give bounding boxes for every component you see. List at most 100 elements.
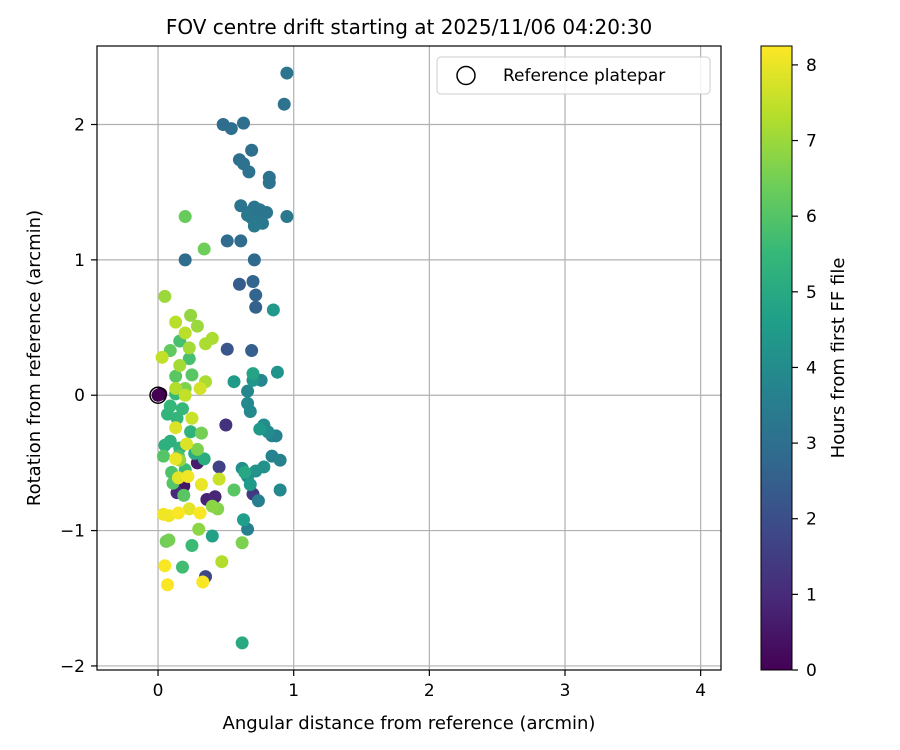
data-point: [171, 471, 185, 485]
colorbar-label: Hours from first FF file: [828, 258, 849, 459]
data-point: [155, 350, 169, 364]
data-point: [235, 636, 249, 650]
legend-marker-icon: [456, 65, 476, 86]
data-point: [170, 411, 184, 425]
plot-background: [97, 46, 721, 670]
data-point: [169, 369, 183, 383]
data-point: [185, 411, 199, 425]
x-axis-ticks: 0 1 2 3 4: [153, 670, 706, 701]
data-point: [273, 483, 287, 497]
data-point: [163, 399, 177, 413]
plot-area: [96, 45, 722, 671]
data-point: [243, 478, 257, 492]
data-point: [182, 352, 196, 366]
colorbar-gradient: [760, 45, 793, 671]
data-point: [169, 421, 183, 435]
y-tick-label: −2: [60, 657, 85, 677]
colorbar-tick-label: 4: [806, 358, 817, 378]
data-point: [212, 472, 226, 486]
data-point: [242, 165, 256, 179]
data-point: [185, 538, 199, 552]
data-point: [238, 465, 252, 479]
colorbar-tick-label: 6: [806, 207, 817, 227]
x-tick-label: 1: [288, 681, 299, 701]
data-point: [265, 449, 279, 463]
data-point: [178, 326, 192, 340]
data-point: [232, 277, 246, 291]
legend: Reference platepar: [436, 56, 711, 95]
data-point: [246, 367, 260, 381]
data-point: [181, 469, 195, 483]
x-axis-label: Angular distance from reference (arcmin): [223, 713, 596, 734]
data-point: [237, 513, 251, 527]
colorbar-tick-label: 3: [806, 434, 817, 454]
data-point: [277, 97, 291, 111]
data-point: [194, 478, 208, 492]
data-point: [197, 242, 211, 256]
data-point: [163, 434, 177, 448]
data-point: [227, 483, 241, 497]
x-tick-label: 3: [560, 681, 571, 701]
data-point: [169, 452, 183, 466]
x-tick-label: 2: [424, 681, 435, 701]
data-point: [192, 522, 206, 536]
data-point: [193, 381, 207, 395]
data-point: [158, 289, 172, 303]
colorbar-tick-label: 7: [806, 132, 817, 152]
colorbar-tick-label: 2: [806, 510, 817, 530]
data-point: [247, 253, 261, 267]
data-point: [246, 275, 260, 289]
data-point: [220, 342, 234, 356]
data-point: [190, 442, 204, 456]
data-point: [190, 319, 204, 333]
y-axis-label: Rotation from reference (arcmin): [24, 210, 45, 506]
data-point: [184, 308, 198, 322]
y-tick-label: 1: [74, 251, 85, 271]
data-point: [251, 494, 265, 508]
reference-point-fill: [151, 388, 165, 402]
legend-box: [436, 56, 711, 95]
colorbar-tick-label: 8: [806, 56, 817, 76]
data-point: [182, 341, 196, 355]
reference-point-marker: [149, 386, 167, 404]
data-point: [180, 437, 194, 451]
data-point: [234, 234, 248, 248]
chart-title: FOV centre drift starting at 2025/11/06 …: [166, 15, 652, 39]
y-tick-label: 0: [74, 386, 85, 406]
data-point: [178, 388, 192, 402]
data-point: [215, 555, 229, 569]
data-point: [262, 176, 276, 190]
data-point: [178, 253, 192, 267]
data-point: [243, 404, 257, 418]
grid-lines: [97, 46, 721, 670]
data-point: [257, 460, 271, 474]
data-point: [178, 210, 192, 224]
data-point: [177, 488, 191, 502]
data-point: [205, 331, 219, 345]
data-point: [280, 66, 294, 80]
data-point: [245, 344, 259, 358]
data-point: [185, 368, 199, 382]
data-point: [162, 533, 176, 547]
data-point: [205, 529, 219, 543]
data-point: [247, 219, 261, 233]
data-point: [197, 452, 211, 466]
data-point: [175, 402, 189, 416]
data-point: [227, 375, 241, 389]
data-point: [158, 559, 172, 573]
data-point: [184, 425, 198, 439]
data-point: [196, 575, 210, 589]
data-point: [224, 122, 238, 136]
data-point: [161, 578, 175, 592]
data-point: [241, 208, 255, 222]
colorbar-tick-label: 5: [806, 283, 817, 303]
data-point: [235, 536, 249, 550]
colorbar-tick-label: 1: [806, 585, 817, 605]
colorbar-ticks: 0 1 2 3 4 5 6 7 8: [792, 56, 817, 681]
data-point: [169, 315, 183, 329]
x-tick-label: 4: [695, 681, 706, 701]
data-point: [175, 560, 189, 574]
data-point: [249, 300, 263, 314]
data-point: [173, 358, 187, 372]
